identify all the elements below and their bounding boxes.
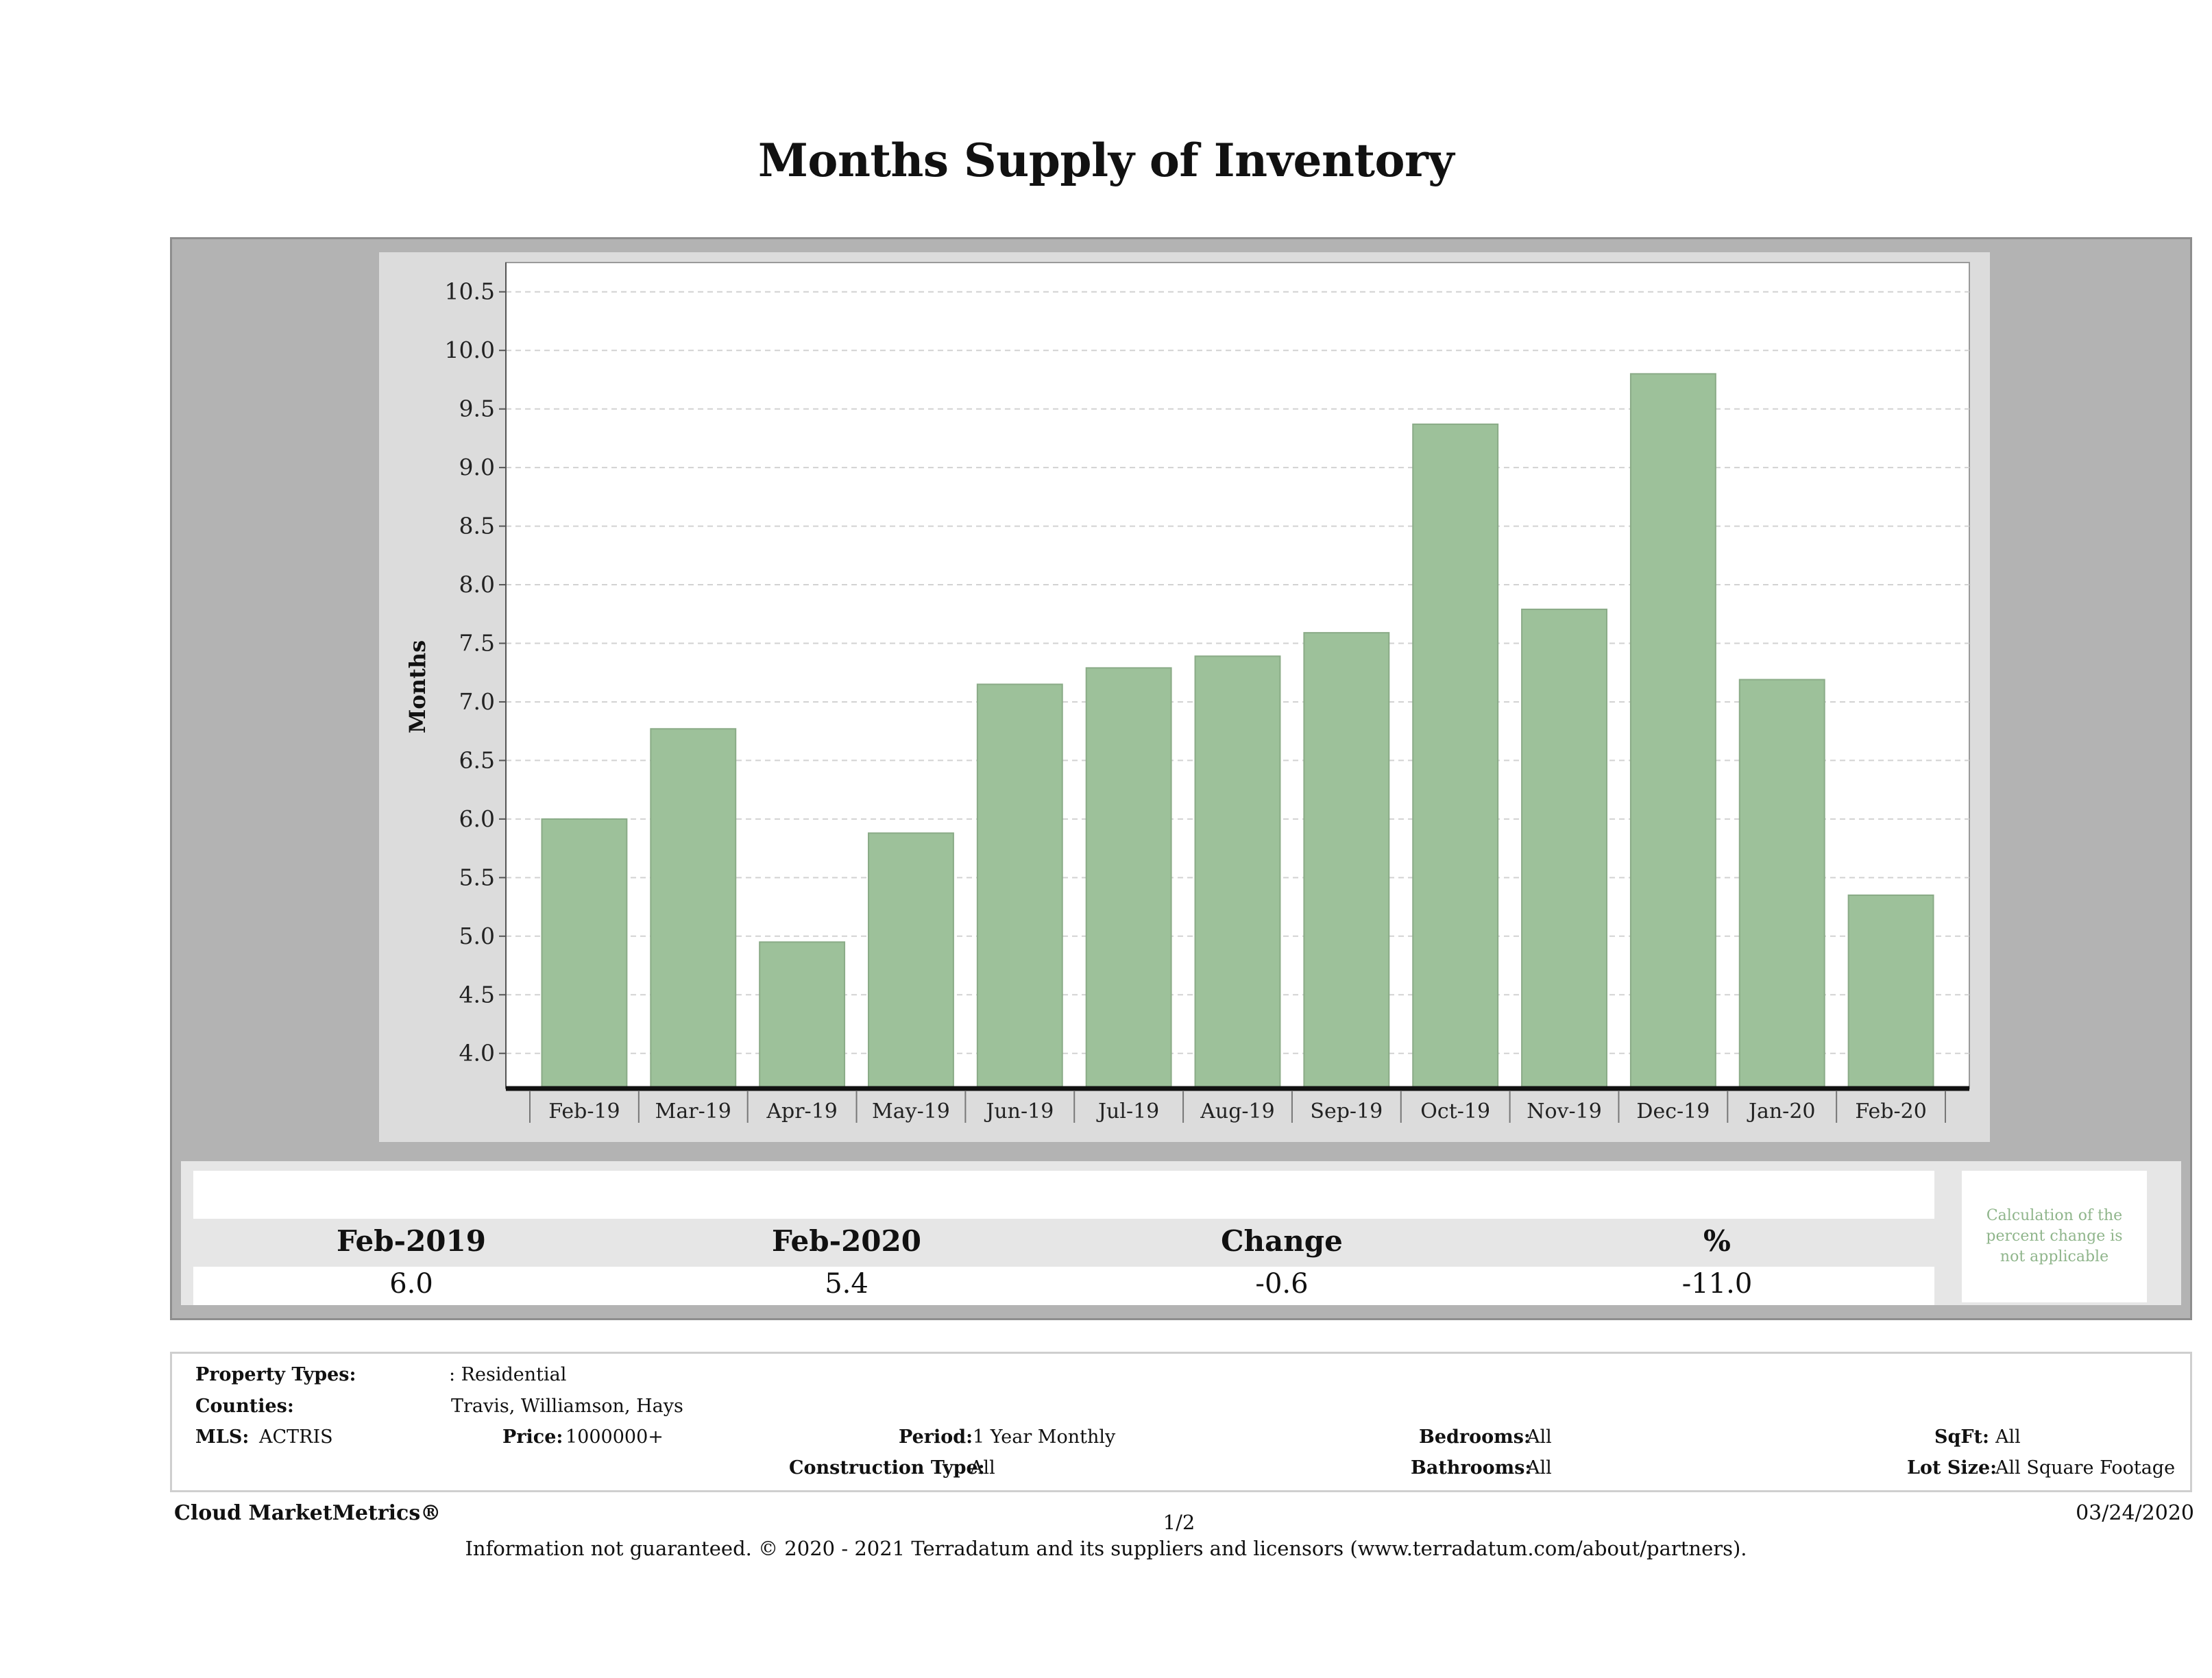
stat-header-end: Feb-2020 bbox=[772, 1224, 921, 1258]
counties-label: Counties: bbox=[195, 1396, 294, 1417]
y-tick-label: 9.5 bbox=[459, 396, 495, 422]
stats-strip bbox=[193, 1171, 1934, 1219]
x-tick-label: Jun-19 bbox=[984, 1099, 1054, 1123]
property-types-label: Property Types: bbox=[195, 1364, 356, 1385]
x-tick-label: Aug-19 bbox=[1200, 1099, 1275, 1123]
stat-value-end: 5.4 bbox=[825, 1268, 868, 1300]
y-axis-title: Months bbox=[404, 640, 430, 733]
y-tick-label: 6.5 bbox=[459, 746, 495, 773]
x-tick-label: Mar-19 bbox=[655, 1099, 731, 1123]
stat-header-start: Feb-2019 bbox=[337, 1224, 486, 1258]
percent-note-text: Calculation of the percent change is not… bbox=[1986, 1207, 2123, 1265]
y-tick-label: 4.0 bbox=[459, 1040, 495, 1067]
bedrooms-label: Bedrooms: bbox=[1419, 1426, 1531, 1448]
bedrooms-value: All bbox=[1527, 1426, 1552, 1448]
x-tick-label: Feb-19 bbox=[548, 1099, 620, 1123]
y-tick-label: 8.0 bbox=[459, 571, 495, 598]
lot-size-value: All Square Footage bbox=[1995, 1457, 2176, 1479]
bar-sep-19 bbox=[1303, 632, 1390, 1089]
bar-mar-19 bbox=[650, 728, 737, 1089]
bar-feb-19 bbox=[541, 818, 628, 1090]
x-tick-label: Sep-19 bbox=[1310, 1099, 1383, 1123]
bar-may-19 bbox=[868, 832, 954, 1089]
bathrooms-value: All bbox=[1527, 1457, 1552, 1479]
price-label: Price: bbox=[502, 1426, 563, 1448]
bar-feb-20 bbox=[1847, 894, 1934, 1089]
stat-header-percent: % bbox=[1703, 1224, 1731, 1258]
bar-aug-19 bbox=[1194, 655, 1281, 1089]
sqft-value: All bbox=[1995, 1426, 2021, 1448]
stat-value-change: -0.6 bbox=[1255, 1268, 1309, 1300]
period-value: 1 Year Monthly bbox=[973, 1426, 1116, 1448]
mls-label: MLS: bbox=[195, 1426, 250, 1448]
construction-label: Construction Type: bbox=[789, 1457, 985, 1479]
stat-value-percent: -11.0 bbox=[1681, 1268, 1753, 1300]
brand-name: Cloud MarketMetrics® bbox=[174, 1501, 441, 1525]
y-tick-label: 9.0 bbox=[459, 454, 495, 481]
bar-jun-19 bbox=[976, 683, 1063, 1089]
construction-value: All bbox=[970, 1457, 995, 1479]
counties-value: Travis, Williamson, Hays bbox=[451, 1396, 683, 1417]
criteria-box bbox=[170, 1352, 2192, 1492]
x-tick-label: Jan-20 bbox=[1747, 1099, 1816, 1123]
stats-value-strip bbox=[193, 1267, 1934, 1305]
y-tick-label: 8.5 bbox=[459, 513, 495, 539]
property-types-value: : Residential bbox=[449, 1364, 567, 1385]
bar-chart: 10.5 10.0 9.5 9.0 8.5 8.0 7.5 7.0 6.5 6.0 5.5 5.0 4.… bbox=[445, 262, 1970, 1123]
x-tick-label: May-19 bbox=[872, 1099, 950, 1123]
bar-apr-19 bbox=[759, 941, 846, 1090]
y-tick-label: 6.0 bbox=[459, 805, 495, 832]
x-tick-label: Oct-19 bbox=[1420, 1099, 1490, 1123]
lot-size-label: Lot Size: bbox=[1907, 1457, 1997, 1479]
bar-nov-19 bbox=[1521, 608, 1607, 1089]
x-tick-label: Dec-19 bbox=[1636, 1099, 1710, 1123]
period-label: Period: bbox=[899, 1426, 973, 1448]
percent-note: Calculation of the percent change is not… bbox=[1962, 1171, 2147, 1302]
price-value: 1000000+ bbox=[566, 1426, 664, 1448]
report-date: 03/24/2020 bbox=[2076, 1501, 2194, 1525]
sqft-label: SqFt: bbox=[1934, 1426, 1989, 1448]
bar-dec-19 bbox=[1629, 373, 1716, 1090]
x-tick-label: Feb-20 bbox=[1855, 1099, 1926, 1123]
legal-notice: Information not guaranteed. © 2020 - 202… bbox=[465, 1537, 1747, 1560]
y-tick-label: 7.5 bbox=[459, 629, 495, 656]
y-tick-label: 10.0 bbox=[445, 337, 495, 363]
y-tick-label: 7.0 bbox=[459, 688, 495, 715]
x-tick-label: Jul-19 bbox=[1096, 1099, 1159, 1123]
x-tick-label: Nov-19 bbox=[1527, 1099, 1602, 1123]
bathrooms-label: Bathrooms: bbox=[1411, 1457, 1532, 1479]
page-title: Months Supply of Inventory bbox=[757, 134, 1455, 187]
bar-oct-19 bbox=[1412, 423, 1499, 1090]
page-number: 1/2 bbox=[1163, 1511, 1195, 1534]
stat-header-change: Change bbox=[1221, 1224, 1343, 1258]
stat-value-start: 6.0 bbox=[389, 1268, 433, 1300]
x-tick-label: Apr-19 bbox=[766, 1099, 838, 1123]
mls-value: ACTRIS bbox=[259, 1426, 333, 1448]
y-tick-label: 4.5 bbox=[459, 981, 495, 1008]
y-tick-label: 10.5 bbox=[445, 278, 495, 305]
y-tick-label: 5.0 bbox=[459, 923, 495, 949]
bar-jul-19 bbox=[1085, 667, 1172, 1089]
y-tick-label: 5.5 bbox=[459, 864, 495, 890]
bar-jan-20 bbox=[1738, 679, 1825, 1089]
